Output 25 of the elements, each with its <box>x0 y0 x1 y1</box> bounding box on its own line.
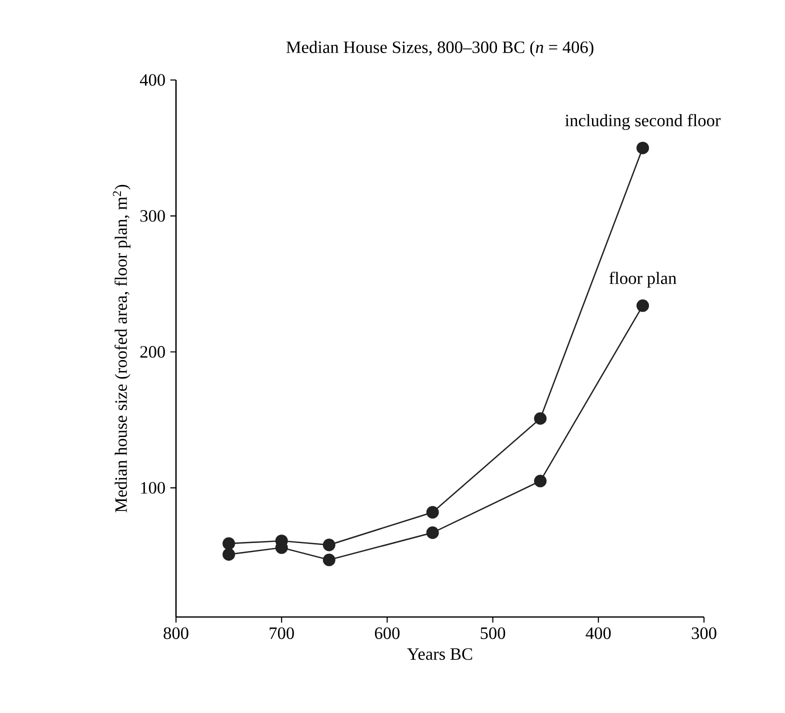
x-tick-label: 800 <box>164 627 188 640</box>
x-tick-label: 400 <box>586 627 611 640</box>
chart-title: Median House Sizes, 800–300 BC (n = 406) <box>286 40 594 57</box>
x-tick-label: 300 <box>692 627 716 640</box>
point <box>534 412 547 425</box>
y-tick-label: 200 <box>140 346 165 358</box>
x-axis-title: Years BC <box>407 648 472 660</box>
series-label: including second floor <box>565 114 721 130</box>
point <box>222 548 236 561</box>
point <box>636 142 650 154</box>
point <box>222 537 236 550</box>
x-tick-label: 500 <box>480 627 506 640</box>
point <box>636 299 650 312</box>
series-label: floor plan <box>609 272 676 288</box>
x-tick-label: 600 <box>374 627 400 640</box>
x-tick-label: 700 <box>270 627 294 640</box>
point <box>322 554 336 566</box>
point <box>426 526 439 539</box>
y-tick-label: 400 <box>140 74 165 86</box>
point <box>534 474 547 488</box>
point <box>426 506 439 519</box>
y-tick-label: 100 <box>141 482 165 494</box>
y-axis-title: Median house size (roofed area, floor plan, m$^{2}$) <box>112 184 130 512</box>
point <box>322 538 336 552</box>
y-tick-label: 300 <box>140 210 165 222</box>
